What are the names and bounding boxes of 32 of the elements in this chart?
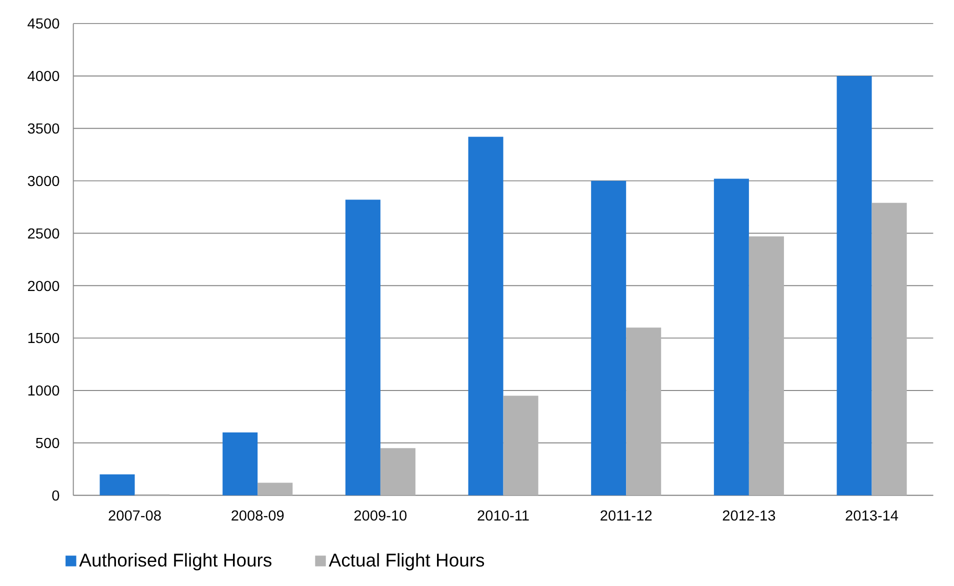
bar	[748, 236, 784, 496]
x-tick-label: 2011-12	[600, 508, 652, 525]
x-tick-label: 2008-09	[230, 508, 284, 525]
y-tick-label: 4000	[27, 69, 60, 86]
bar	[468, 136, 504, 496]
bar	[591, 180, 626, 496]
bar	[345, 200, 380, 496]
bar	[258, 482, 293, 496]
x-tick-label: 2012-13	[722, 508, 776, 525]
y-tick-label: 1000	[27, 384, 60, 400]
bar	[714, 178, 749, 496]
y-tick-label: 2000	[27, 278, 60, 295]
y-tick-label: 500	[35, 436, 60, 452]
bar	[100, 474, 135, 496]
bar	[380, 448, 416, 496]
bar	[836, 76, 872, 496]
x-tick-label: 2007-08	[108, 508, 162, 525]
y-tick-label: 3000	[27, 174, 60, 190]
legend-label: Authorised Flight Hours	[79, 549, 272, 570]
x-tick-label: 2013-14	[845, 508, 899, 525]
bar	[872, 202, 907, 496]
bar	[503, 396, 538, 496]
y-tick-label: 0	[52, 488, 60, 504]
y-tick-label: 2500	[27, 226, 60, 242]
bar	[222, 432, 258, 496]
y-tick-label: 3500	[27, 122, 60, 138]
x-tick-label: 2009-10	[354, 508, 408, 525]
bar	[626, 328, 662, 496]
y-tick-label: 1500	[27, 331, 60, 348]
y-tick-label: 4500	[27, 16, 60, 33]
x-tick-label: 2010-11	[477, 508, 530, 525]
legend-label: Actual Flight Hours	[328, 549, 485, 570]
